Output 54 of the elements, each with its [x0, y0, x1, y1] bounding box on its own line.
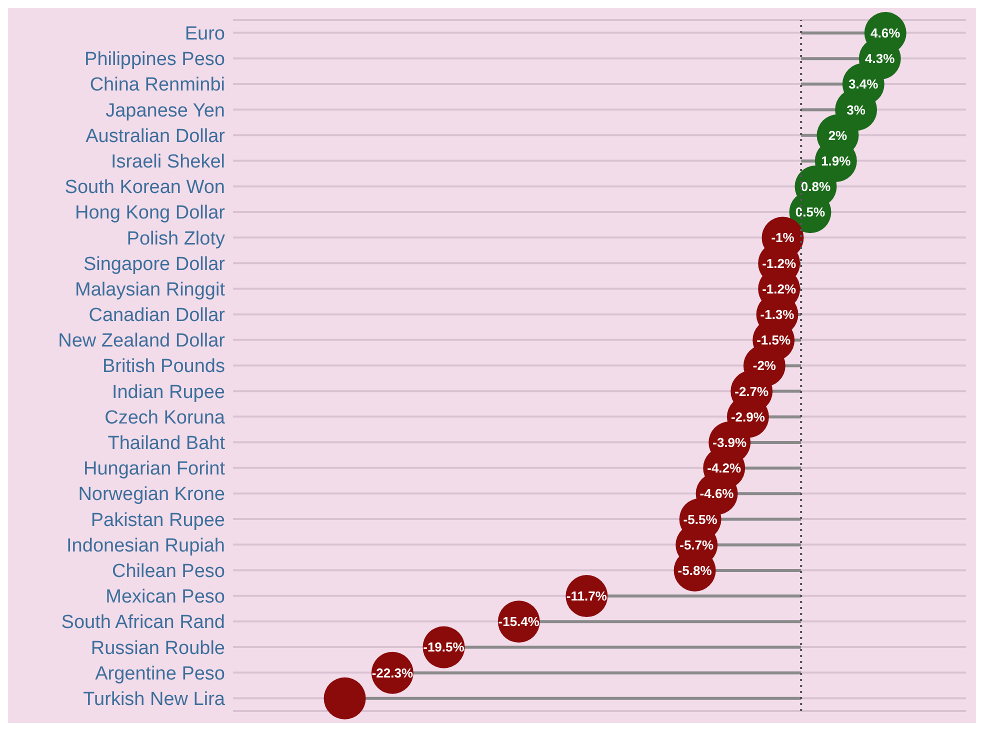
y-tick-label: South African Rand	[61, 612, 225, 634]
data-label: -22.3%	[372, 665, 414, 680]
y-tick-label: New Zealand Dollar	[58, 330, 226, 352]
y-tick-label: Chilean Peso	[112, 560, 225, 582]
data-label: -5.7%	[680, 537, 714, 552]
point	[324, 677, 366, 720]
y-tick-label: Malaysian Ringgit	[75, 279, 226, 300]
y-tick-label: Norwegian Krone	[78, 484, 225, 506]
y-tick-label: Euro	[184, 24, 225, 45]
y-tick-label: Canadian Dollar	[88, 305, 226, 326]
data-label: 3%	[846, 102, 866, 118]
y-tick-label: Argentine Peso	[95, 663, 225, 684]
y-tick-label: Philippines Peso	[84, 49, 225, 70]
data-label: 2%	[828, 128, 848, 143]
y-tick-label: Polish Zloty	[126, 228, 226, 250]
y-tick-label: Pakistan Rupee	[90, 510, 225, 531]
data-label: -2.7%	[734, 384, 770, 399]
data-label: -4.6%	[700, 486, 734, 502]
data-label: -2%	[752, 358, 776, 374]
data-label: 0.5%	[795, 204, 826, 220]
data-label: 4.3%	[865, 51, 896, 66]
y-tick-label: Hong Kong Dollar	[75, 202, 226, 224]
y-tick-label: Indonesian Rupiah	[66, 535, 225, 556]
y-tick-label: Indian Rupee	[112, 382, 225, 403]
data-label: -2.9%	[730, 409, 766, 424]
data-label: 3.4%	[848, 76, 879, 92]
data-label: -1.3%	[760, 307, 795, 322]
y-tick-label: Turkish New Lira	[83, 688, 226, 710]
data-label: -3.9%	[712, 434, 748, 450]
data-label: -1.2%	[762, 281, 796, 296]
y-tick-label: British Pounds	[102, 356, 225, 378]
y-tick-label: Japanese Yen	[106, 100, 225, 122]
y-tick-label: Thailand Baht	[108, 433, 226, 454]
data-label: -15.4%	[498, 614, 540, 630]
data-label: 1.9%	[821, 153, 852, 168]
data-label: -11.7%	[566, 588, 608, 604]
data-label: -1%	[771, 230, 795, 246]
y-tick-label: China Renminbi	[90, 74, 225, 96]
data-label: -1.2%	[762, 256, 796, 271]
y-tick-label: South Korean Won	[64, 177, 225, 198]
data-label: 0.8%	[800, 179, 831, 194]
y-tick-label: Hungarian Forint	[83, 458, 226, 480]
data-label: -1.5%	[756, 332, 792, 348]
y-tick-label: Israeli Shekel	[110, 152, 225, 173]
y-tick-label: Singapore Dollar	[83, 254, 226, 275]
y-tick-label: Australian Dollar	[86, 126, 226, 147]
data-label: -4.2%	[707, 460, 742, 476]
data-label: 4.6%	[870, 26, 901, 40]
data-label: -5.5%	[683, 512, 718, 527]
data-label: -5.8%	[678, 562, 712, 578]
data-label: -19.5%	[423, 640, 465, 655]
y-tick-label: Mexican Peso	[106, 586, 225, 608]
y-tick-label: Czech Koruna	[104, 407, 226, 428]
y-tick-label: Russian Rouble	[90, 638, 225, 659]
